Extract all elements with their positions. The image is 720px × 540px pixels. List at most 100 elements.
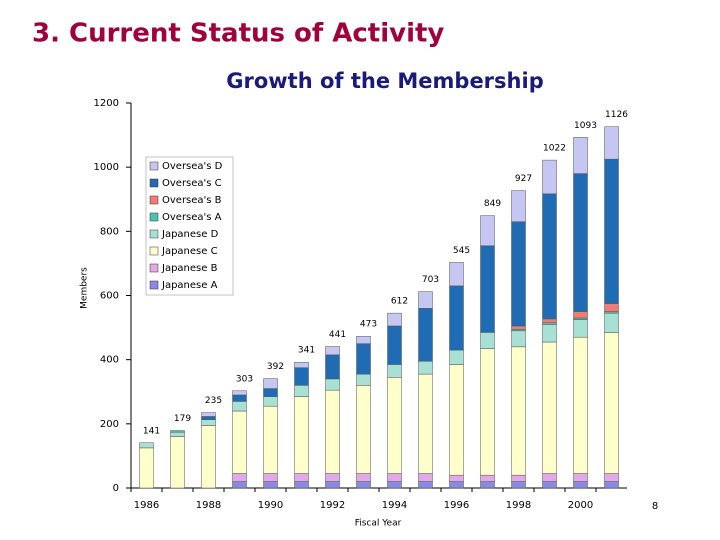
bar-segment [573, 137, 588, 174]
legend-label: Japanese B [161, 263, 218, 274]
bar-segment [511, 221, 526, 327]
page-number: 8 [652, 501, 658, 512]
bar-segment [604, 303, 619, 312]
bar-segment [294, 385, 309, 397]
bar-segment [604, 481, 619, 489]
bar-segment [325, 354, 340, 380]
bar-segment [387, 473, 402, 482]
bar-segment [201, 416, 216, 420]
bar-segment [356, 335, 371, 344]
legend-label: Oversea's B [162, 195, 222, 206]
y-tick-label: 800 [100, 226, 119, 237]
bar-segment [294, 361, 309, 368]
bar-segment [542, 481, 557, 489]
bar-segment [387, 364, 402, 378]
bar-segment [201, 419, 216, 426]
bar-segment [573, 173, 588, 312]
bar-segment [573, 336, 588, 474]
bar-segment [480, 215, 495, 247]
total-label: 235 [205, 396, 222, 406]
bar-segment [573, 481, 588, 489]
y-tick-label: 1000 [94, 162, 119, 173]
total-label: 179 [174, 414, 191, 424]
bar-segment [542, 318, 557, 324]
bar-segment [356, 473, 371, 482]
total-label: 703 [422, 275, 439, 285]
bar-segment [232, 394, 247, 402]
total-label: 612 [391, 297, 408, 307]
bar-segment [449, 474, 464, 482]
total-label: 341 [298, 346, 315, 356]
bar-segment [170, 436, 185, 489]
bar-segment [387, 325, 402, 365]
x-tick-label: 1988 [196, 500, 221, 511]
y-tick-label: 600 [100, 291, 119, 302]
bar-segment [232, 473, 247, 482]
bar-segment [263, 405, 278, 474]
bar-segment [325, 389, 340, 474]
bar-segment [573, 311, 588, 319]
y-tick-label: 1200 [94, 98, 119, 109]
bar-segment [294, 367, 309, 386]
bar-segment [325, 473, 340, 482]
bar-segment [449, 285, 464, 351]
total-label: 927 [515, 174, 532, 184]
bar-segment [356, 481, 371, 489]
bar-segment [232, 410, 247, 474]
total-label: 473 [360, 320, 377, 330]
bar-segment [232, 401, 247, 412]
total-label: 441 [329, 330, 346, 340]
bar-segment [387, 312, 402, 327]
bar-segment [418, 473, 433, 482]
bar-segment [480, 332, 495, 349]
bar-segment [139, 447, 154, 489]
bar-segment [542, 324, 557, 343]
bar-segment [387, 481, 402, 489]
x-tick-label: 1994 [382, 500, 407, 511]
total-label: 1022 [543, 144, 566, 154]
total-label: 1126 [605, 110, 628, 120]
y-tick-label: 200 [100, 419, 119, 430]
bar-segment [480, 245, 495, 333]
y-tick-label: 0 [113, 483, 119, 494]
legend-label: Japanese C [161, 246, 218, 257]
total-label: 141 [143, 426, 160, 436]
bar-segment [418, 308, 433, 362]
bar-segment [170, 430, 185, 433]
bar-segment [356, 385, 371, 474]
bar-segment [542, 341, 557, 474]
bar-segment [449, 364, 464, 476]
bar-segment [511, 190, 526, 222]
chart-title: Growth of the Membership [226, 69, 543, 93]
bar-segment [604, 312, 619, 333]
bar-segment [294, 481, 309, 489]
bar-segment [449, 349, 464, 365]
bar-segment [511, 474, 526, 482]
total-label: 545 [453, 246, 470, 256]
legend-label: Oversea's A [162, 212, 222, 223]
bar-segment [263, 473, 278, 482]
x-tick-label: 1986 [134, 500, 159, 511]
bar-segment [263, 388, 278, 397]
legend-swatch [149, 229, 159, 239]
legend-swatch [149, 178, 159, 188]
bar-segment [294, 396, 309, 474]
bar-segment [418, 373, 433, 474]
bar-segment [604, 158, 619, 304]
bar-segment [387, 377, 402, 474]
bar-segment [573, 319, 588, 338]
total-label: 392 [267, 362, 284, 372]
bar-segment [294, 473, 309, 482]
x-tick-label: 1998 [506, 500, 531, 511]
bar-segment [356, 373, 371, 386]
bar-segment [232, 481, 247, 489]
legend-swatch [149, 195, 159, 205]
bar-segment [449, 262, 464, 287]
bar-segment [263, 396, 278, 407]
bar-segment [542, 193, 557, 320]
bar-segment [511, 346, 526, 476]
total-label: 303 [236, 374, 253, 384]
bar-segment [263, 378, 278, 389]
bar-segment [604, 126, 619, 160]
